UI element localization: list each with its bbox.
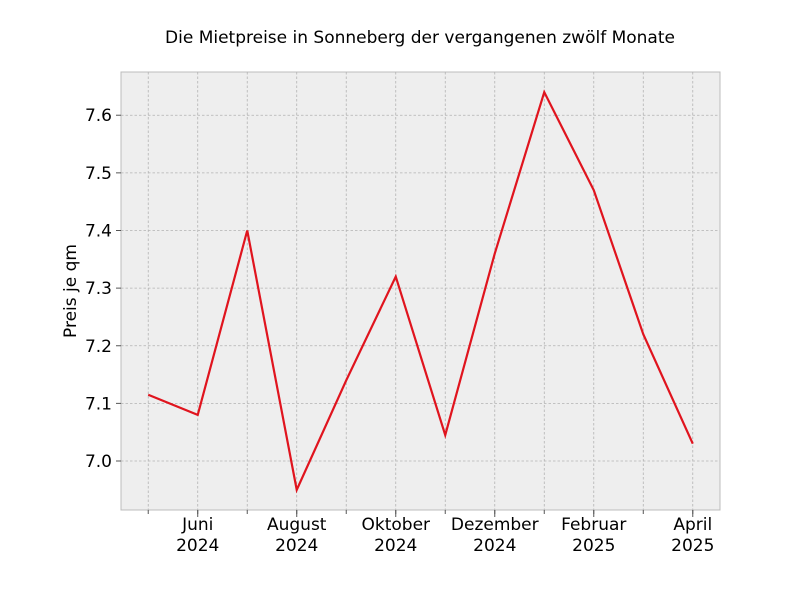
y-tick-label: 7.6 <box>85 106 112 126</box>
x-tick-label-month: Februar <box>561 515 626 535</box>
x-tick-label-month: Dezember <box>451 515 539 535</box>
y-axis-label: Preis je qm <box>61 244 81 338</box>
plot-area <box>120 71 721 511</box>
series-line <box>147 89 694 494</box>
x-axis: Juni2024August2024Oktober2024Dezember202… <box>147 510 714 556</box>
x-tick-label-year: 2024 <box>275 536 318 556</box>
y-tick-label: 7.4 <box>85 221 112 241</box>
x-tick-label-year: 2025 <box>671 536 714 556</box>
x-tick-label-year: 2025 <box>572 536 615 556</box>
y-tick-label: 7.3 <box>85 279 112 299</box>
x-tick-label-year: 2024 <box>374 536 417 556</box>
x-tick-label-month: Juni <box>181 515 213 535</box>
series-layer <box>147 89 694 494</box>
y-tick-label: 7.5 <box>85 164 112 184</box>
x-tick-label-year: 2024 <box>176 536 219 556</box>
chart-title: Die Mietpreise in Sonneberg der vergange… <box>165 28 675 48</box>
x-tick-label-month: Oktober <box>361 515 430 535</box>
y-tick-label: 7.1 <box>85 394 112 414</box>
y-tick-label: 7.2 <box>85 337 112 357</box>
y-tick-label: 7.0 <box>85 452 112 472</box>
x-tick-label-month: August <box>267 515 327 535</box>
y-axis: 7.0 7.1 7.2 7.3 7.4 7.5 7.6 <box>85 106 121 472</box>
x-tick-label-month: April <box>673 515 712 535</box>
x-tick-label-year: 2024 <box>473 536 516 556</box>
